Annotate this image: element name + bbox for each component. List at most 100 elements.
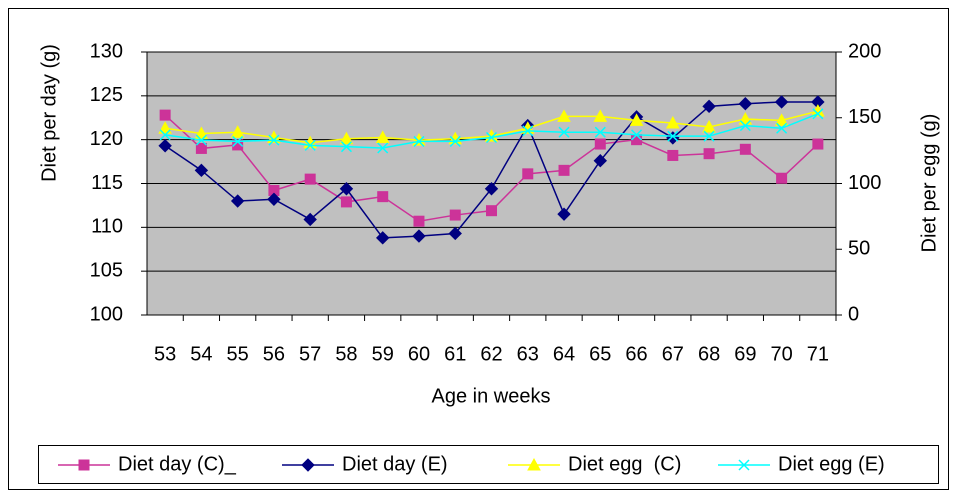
marker (195, 142, 207, 154)
marker (304, 173, 316, 185)
y2-tick-label: 150 (848, 106, 881, 128)
x-tick-label: 64 (553, 343, 575, 365)
y-tick-label: 125 (90, 84, 123, 106)
marker (667, 130, 679, 142)
marker (631, 134, 643, 146)
legend-label: Diet day (E) (342, 453, 448, 475)
marker (301, 458, 315, 472)
marker (267, 192, 281, 206)
marker (812, 108, 824, 120)
marker (738, 97, 753, 111)
marker (665, 115, 680, 129)
marker (776, 122, 788, 134)
y2-tick-label: 100 (848, 172, 881, 194)
x-tick-label: 66 (625, 343, 647, 365)
marker (558, 126, 570, 138)
marker (195, 134, 207, 146)
marker (194, 126, 209, 140)
marker (739, 120, 751, 132)
marker (738, 459, 750, 471)
y2-tick-label: 0 (848, 303, 859, 325)
marker (776, 172, 788, 184)
x-tick-label: 57 (299, 343, 321, 365)
legend-box (38, 445, 939, 484)
marker (594, 126, 606, 138)
marker (812, 138, 824, 150)
marker (340, 141, 352, 153)
marker (557, 207, 571, 221)
legend-label: Diet egg (C) (568, 453, 681, 475)
y2-axis-label: Diet per egg (g) (918, 114, 940, 253)
marker (377, 142, 389, 154)
marker (340, 196, 352, 208)
marker (232, 139, 244, 151)
marker (485, 131, 498, 144)
x-tick-label: 53 (154, 343, 176, 365)
marker (413, 135, 425, 147)
marker (449, 135, 461, 147)
marker (631, 129, 643, 141)
y-tick-label: 105 (90, 259, 123, 281)
x-tick-label: 55 (227, 343, 249, 365)
marker (593, 153, 607, 168)
marker (449, 209, 461, 221)
marker (703, 148, 715, 160)
x-tick-label: 68 (698, 343, 720, 365)
x-axis-label: Age in weeks (432, 385, 551, 407)
marker (303, 212, 317, 227)
y-tick-label: 100 (90, 303, 123, 325)
marker (230, 194, 245, 208)
marker (230, 125, 245, 138)
marker (522, 125, 534, 137)
marker (304, 139, 316, 151)
marker (594, 138, 606, 150)
legend-label: Diet egg (E) (778, 453, 885, 475)
marker (486, 205, 497, 217)
y-tick-label: 115 (91, 172, 123, 194)
marker (339, 182, 354, 196)
y2-tick-label: 200 (848, 40, 881, 62)
x-tick-label: 65 (589, 343, 611, 365)
marker (448, 226, 462, 241)
marker (557, 109, 571, 122)
marker (774, 95, 789, 109)
y-axis-label: Diet per day (g) (38, 44, 60, 182)
x-tick-label: 62 (480, 343, 502, 365)
marker (703, 130, 715, 142)
x-tick-label: 54 (190, 343, 212, 365)
marker (412, 229, 426, 243)
marker (232, 135, 244, 147)
marker (739, 143, 751, 155)
marker (339, 131, 354, 145)
marker (194, 163, 209, 178)
marker (159, 109, 171, 121)
y-tick-label: 130 (90, 40, 123, 62)
marker (702, 99, 716, 114)
marker (629, 113, 644, 126)
marker (159, 129, 171, 141)
x-tick-label: 67 (662, 343, 684, 365)
x-tick-label: 59 (372, 343, 394, 365)
marker (268, 134, 280, 146)
marker (377, 191, 389, 203)
marker (158, 139, 172, 153)
marker (78, 459, 90, 471)
marker (522, 168, 534, 180)
marker (484, 182, 499, 196)
marker (413, 215, 425, 227)
y-tick-label: 110 (91, 216, 123, 238)
marker (376, 231, 390, 245)
legend-label: Diet day (C)_ (118, 453, 237, 475)
marker (527, 457, 541, 471)
marker (774, 113, 789, 126)
marker (593, 109, 608, 122)
x-tick-label: 69 (734, 343, 756, 365)
y-tick-label: 120 (90, 128, 123, 150)
x-tick-label: 56 (263, 343, 285, 365)
x-tick-label: 58 (335, 343, 357, 365)
marker (158, 121, 172, 134)
x-tick-label: 60 (408, 343, 430, 365)
marker (702, 119, 716, 133)
